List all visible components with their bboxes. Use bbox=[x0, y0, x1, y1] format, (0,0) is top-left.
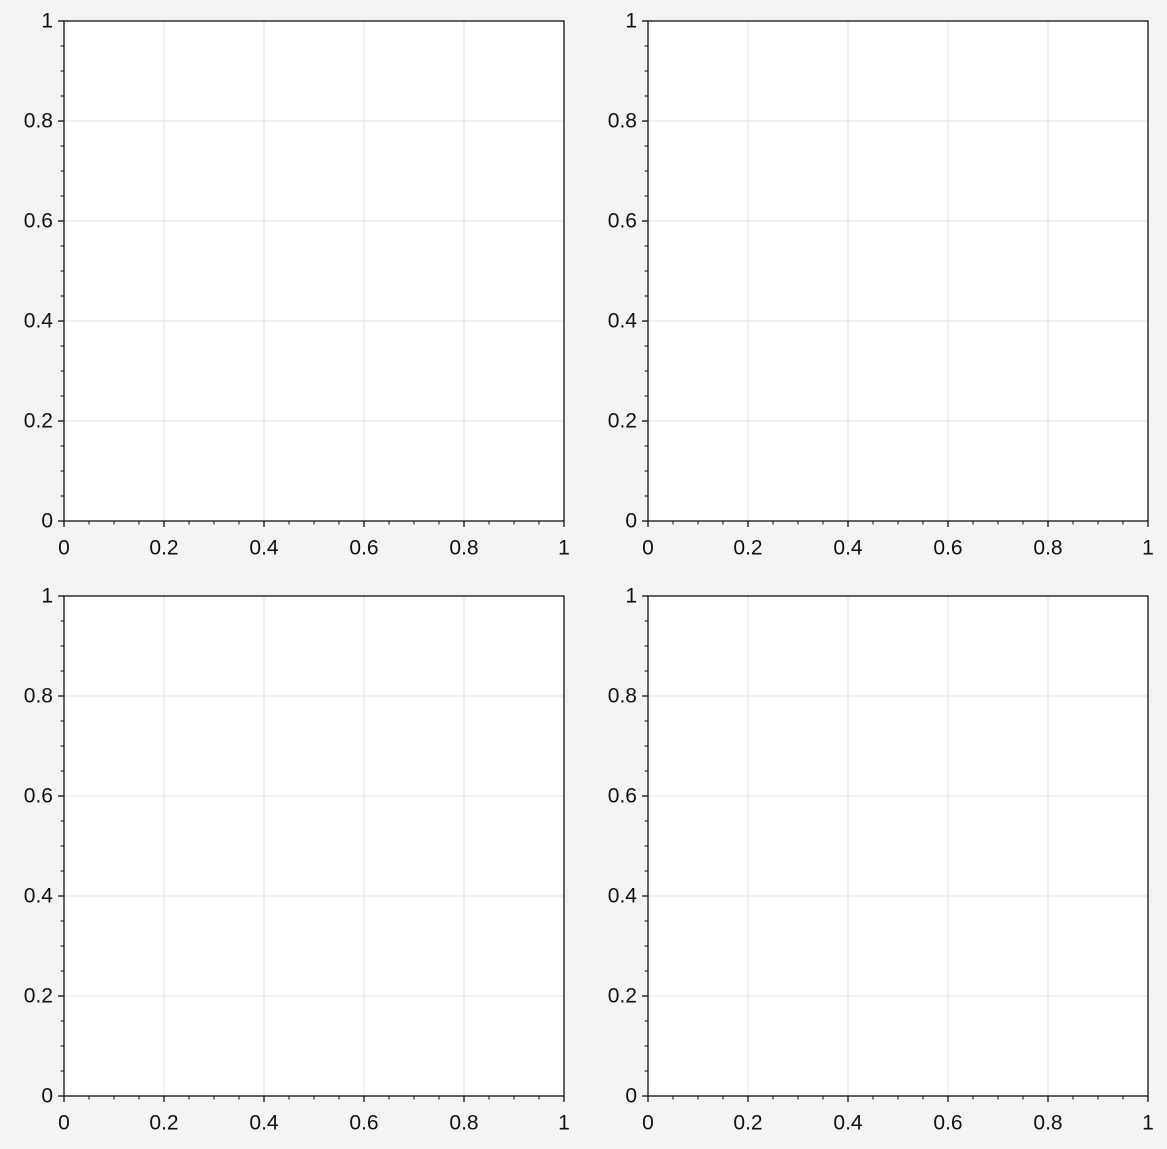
x-tick-label: 0.8 bbox=[449, 537, 478, 560]
x-tick-label: 1 bbox=[558, 537, 570, 560]
y-tick-label: 1 bbox=[41, 10, 53, 33]
x-tick-label: 0.2 bbox=[149, 1112, 178, 1135]
x-tick-label: 0.2 bbox=[733, 1112, 762, 1135]
y-tick-label: 1 bbox=[625, 585, 637, 608]
plot-area bbox=[64, 596, 564, 1096]
x-tick-label: 0.4 bbox=[833, 1112, 863, 1135]
x-tick-label: 0.6 bbox=[349, 1112, 378, 1135]
y-tick-label: 0.4 bbox=[608, 885, 638, 908]
y-tick-label: 0 bbox=[625, 510, 637, 533]
y-tick-label: 0.6 bbox=[24, 210, 53, 233]
y-tick-label: 0.6 bbox=[608, 210, 637, 233]
plot-area bbox=[648, 21, 1148, 521]
y-tick-label: 0.2 bbox=[24, 985, 53, 1008]
plot-area bbox=[648, 596, 1148, 1096]
x-tick-label: 0.4 bbox=[249, 537, 279, 560]
y-tick-label: 1 bbox=[625, 10, 637, 33]
y-tick-label: 0.8 bbox=[24, 685, 53, 708]
x-tick-label: 0 bbox=[642, 1112, 654, 1135]
x-tick-label: 0.4 bbox=[833, 537, 863, 560]
x-tick-label: 0.4 bbox=[249, 1112, 279, 1135]
y-tick-label: 0 bbox=[41, 510, 53, 533]
x-tick-label: 0.6 bbox=[933, 1112, 962, 1135]
y-tick-label: 0.2 bbox=[608, 985, 637, 1008]
y-tick-label: 1 bbox=[41, 585, 53, 608]
y-tick-label: 0.8 bbox=[608, 110, 637, 133]
y-tick-label: 0.8 bbox=[608, 685, 637, 708]
x-tick-label: 0.8 bbox=[1033, 1112, 1062, 1135]
y-tick-label: 0.6 bbox=[24, 785, 53, 808]
plot-area bbox=[64, 21, 564, 521]
y-tick-label: 0.4 bbox=[24, 310, 54, 333]
x-tick-label: 1 bbox=[1142, 537, 1154, 560]
x-tick-label: 0.2 bbox=[149, 537, 178, 560]
x-tick-label: 0.8 bbox=[449, 1112, 478, 1135]
y-tick-label: 0.2 bbox=[24, 410, 53, 433]
y-tick-label: 0.4 bbox=[24, 885, 54, 908]
x-tick-label: 0 bbox=[58, 1112, 70, 1135]
x-tick-label: 0 bbox=[58, 537, 70, 560]
y-tick-label: 0.6 bbox=[608, 785, 637, 808]
x-tick-label: 1 bbox=[1142, 1112, 1154, 1135]
x-tick-label: 0.8 bbox=[1033, 537, 1062, 560]
x-tick-label: 0.6 bbox=[933, 537, 962, 560]
x-tick-label: 1 bbox=[558, 1112, 570, 1135]
x-tick-label: 0 bbox=[642, 537, 654, 560]
y-tick-label: 0 bbox=[41, 1085, 53, 1108]
y-tick-label: 0.2 bbox=[608, 410, 637, 433]
y-tick-label: 0 bbox=[625, 1085, 637, 1108]
x-tick-label: 0.2 bbox=[733, 537, 762, 560]
x-tick-label: 0.6 bbox=[349, 537, 378, 560]
y-tick-label: 0.4 bbox=[608, 310, 638, 333]
y-tick-label: 0.8 bbox=[24, 110, 53, 133]
